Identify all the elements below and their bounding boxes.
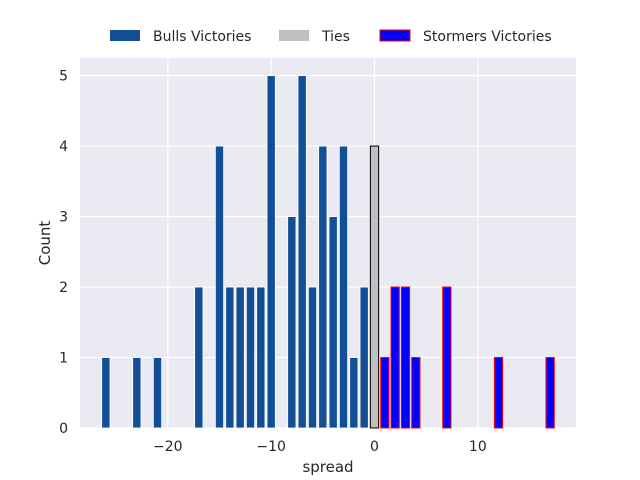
y-tick-label: 0 [59,421,68,437]
bulls-bar [245,286,256,429]
x-tick-label: −10 [256,439,286,455]
stormers-legend-label: Stormers Victories [423,29,552,45]
x-tick-label: 10 [469,439,487,455]
stormers-bar [380,357,390,429]
bars-group [101,75,555,429]
bulls-bar [256,286,266,429]
bulls-bar [349,357,359,429]
ties-legend-swatch [279,30,309,41]
bulls-bar [266,75,276,429]
bulls-bar [359,286,369,429]
bulls-bar [318,145,328,429]
bulls-bar [214,145,225,429]
bulls-bar [132,357,142,429]
bulls-legend-label: Bulls Victories [153,29,251,45]
x-tick-label: −20 [153,439,183,455]
y-tick-label: 2 [59,280,68,296]
stormers-legend-swatch [379,29,411,42]
plot-background [80,58,576,428]
bulls-bar [297,75,307,429]
stormers-bar [411,357,421,429]
x-axis-label: spread [302,458,353,476]
stormers-bar [545,357,555,429]
y-tick-label: 4 [59,139,68,155]
legend: Bulls Victories Ties Stormers Victories [110,29,552,45]
bulls-bar [101,357,111,429]
ties-legend-label: Ties [321,29,350,45]
y-tick-label: 1 [59,351,68,367]
bulls-legend-swatch [110,30,140,41]
y-tick-label: 5 [59,69,68,85]
x-tick-label: 0 [370,439,379,455]
bulls-bar [307,286,318,429]
bulls-bar [194,286,204,429]
bulls-bar [287,216,297,429]
bulls-bar [225,286,235,429]
bulls-bar [328,216,338,429]
y-tick-label: 3 [59,210,68,226]
ties-bar [369,145,380,429]
y-axis-label: Count [36,221,54,266]
stormers-bar [400,286,411,429]
stormers-bar [493,357,504,429]
x-tick-labels: −20 −10 0 10 [153,439,487,455]
bulls-bar [152,357,163,429]
y-tick-labels: 0 1 2 3 4 5 [59,69,68,437]
bulls-bar [338,145,349,429]
stormers-bar [390,286,400,429]
bulls-bar [235,286,245,429]
stormers-bar [442,286,452,429]
